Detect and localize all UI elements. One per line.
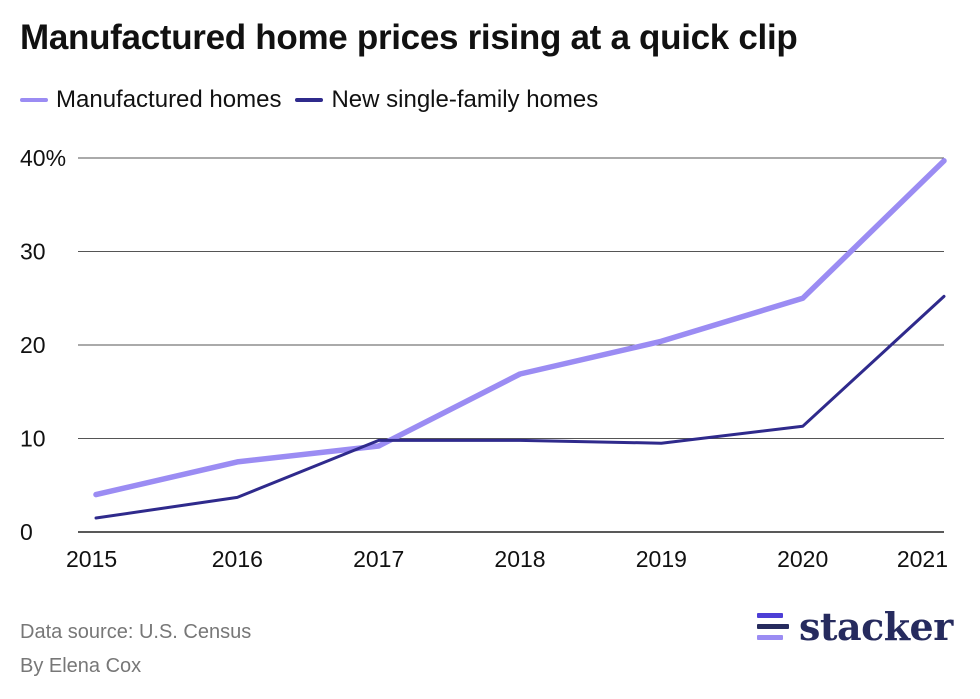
legend-item-manufactured: Manufactured homes: [20, 86, 281, 114]
chart-title: Manufactured home prices rising at a qui…: [20, 18, 798, 57]
stacker-logo: stacker: [757, 608, 953, 646]
x-tick-label-2019: 2019: [636, 546, 687, 572]
data-source: Data source: U.S. Census: [20, 621, 252, 643]
x-tick-label-2017: 2017: [353, 546, 404, 572]
legend-swatch-manufactured: [20, 98, 48, 102]
x-tick-label-2018: 2018: [494, 546, 545, 572]
legend-item-single-family: New single-family homes: [295, 86, 598, 114]
series-line-single-family: [94, 294, 946, 520]
series-line-manufactured: [93, 158, 947, 498]
y-tick-label-40: 40%: [20, 145, 66, 171]
y-tick-label-30: 30: [20, 239, 46, 265]
legend-swatch-single-family: [295, 98, 324, 102]
x-tick-label-2016: 2016: [212, 546, 263, 572]
byline: By Elena Cox: [20, 655, 142, 677]
x-tick-label-2020: 2020: [777, 546, 828, 572]
legend-label-single-family: New single-family homes: [331, 86, 599, 113]
y-tick-label-0: 0: [20, 519, 33, 545]
x-tick-label-2015: 2015: [66, 546, 117, 572]
x-tick-label-2021: 2021: [897, 546, 948, 572]
line-chart: 0 10 20 30 40% 2015 2016 2017 2018 2019 2020 2021: [20, 145, 948, 572]
stacker-logo-icon: [757, 610, 789, 644]
legend: Manufactured homes New single-family hom…: [20, 86, 612, 114]
stacker-logo-text: stacker: [799, 604, 953, 649]
y-tick-label-10: 10: [20, 426, 46, 452]
y-tick-label-20: 20: [20, 332, 46, 358]
legend-label-manufactured: Manufactured homes: [56, 86, 282, 113]
